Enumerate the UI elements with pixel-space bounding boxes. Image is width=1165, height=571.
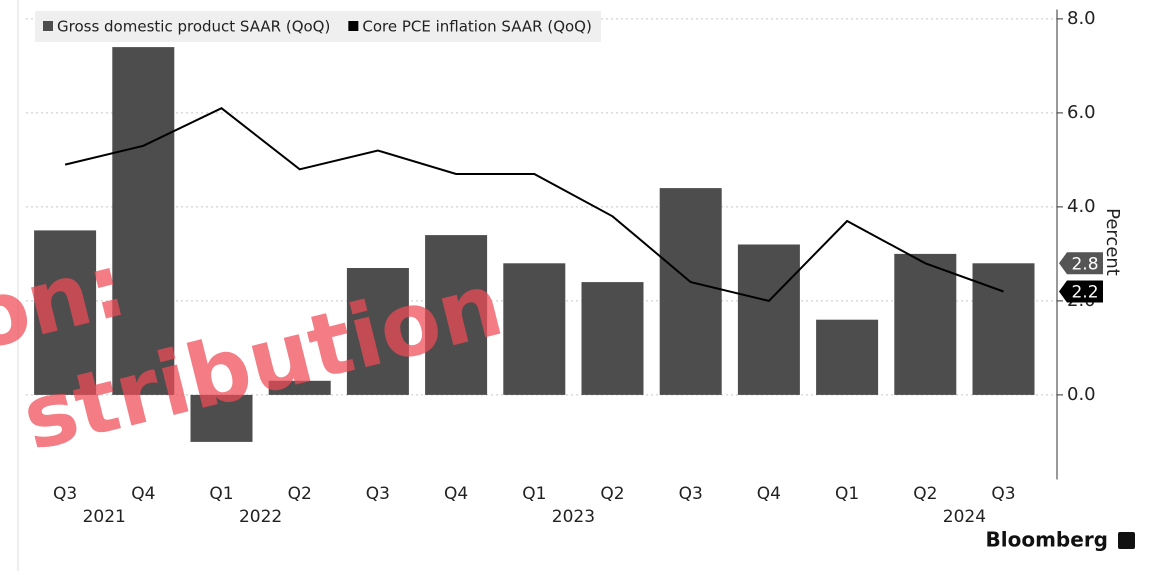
- x-tick-label: Q2: [600, 484, 624, 504]
- end-tag-label: 2.8: [1071, 254, 1098, 274]
- x-tick-label: Q3: [366, 484, 390, 504]
- x-tick-label: Q2: [288, 484, 312, 504]
- legend-box: [35, 11, 601, 42]
- x-tick-label: Q1: [522, 484, 546, 504]
- x-tick-label: Q3: [679, 484, 703, 504]
- year-label: 2022: [239, 507, 282, 527]
- legend-swatch: [43, 21, 53, 31]
- bar: [112, 47, 175, 395]
- legend-label: Core PCE inflation SAAR (QoQ): [362, 18, 592, 36]
- end-tag-label: 2.2: [1071, 283, 1098, 303]
- y-tick-label: 0.0: [1067, 384, 1096, 405]
- year-label: 2021: [83, 507, 126, 527]
- line: [64, 107, 1004, 303]
- end-tag: [1059, 252, 1103, 275]
- source: Bloomberg: [986, 528, 1108, 552]
- x-tick-label: Q1: [209, 484, 233, 504]
- x-tick-label: Q4: [131, 484, 155, 504]
- x-tick-label: Q2: [913, 484, 937, 504]
- bar: [659, 188, 722, 395]
- source-icon: [1118, 532, 1135, 549]
- bar: [34, 230, 97, 395]
- y-tick-label: 6.0: [1067, 102, 1096, 123]
- bar: [737, 244, 800, 395]
- year-label: 2023: [552, 507, 595, 527]
- x-tick-label: Q1: [835, 484, 859, 504]
- x-tick-label: Q4: [757, 484, 781, 504]
- x-tick-label: Q3: [991, 484, 1015, 504]
- bar: [346, 268, 409, 395]
- bar: [425, 235, 488, 395]
- y-axis-label: Percent: [1102, 208, 1123, 276]
- bar: [972, 263, 1035, 395]
- bar: [816, 319, 879, 395]
- legend-label: Gross domestic product SAAR (QoQ): [57, 18, 330, 36]
- end-tag: [1059, 280, 1103, 303]
- x-tick-label: Q4: [444, 484, 468, 504]
- y-tick-label: 8.0: [1067, 8, 1096, 29]
- year-label: 2024: [943, 507, 986, 527]
- legend-swatch: [348, 21, 359, 31]
- y-tick-label: 4.0: [1067, 196, 1096, 217]
- bar: [581, 282, 644, 395]
- bar: [894, 253, 957, 395]
- bar: [503, 263, 566, 395]
- x-tick-label: Q3: [53, 484, 77, 504]
- bar: [190, 394, 253, 442]
- bar: [268, 380, 331, 395]
